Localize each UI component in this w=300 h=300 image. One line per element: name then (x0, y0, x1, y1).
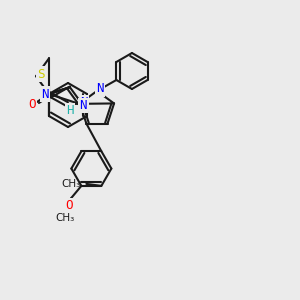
Text: N: N (96, 82, 104, 95)
Text: O: O (66, 200, 73, 212)
Text: H: H (66, 104, 74, 118)
Text: N: N (79, 99, 87, 112)
Text: CH₃: CH₃ (56, 213, 75, 223)
Text: N: N (41, 88, 49, 100)
Text: CH₃: CH₃ (61, 179, 80, 189)
Text: S: S (37, 68, 45, 81)
Text: N: N (80, 97, 88, 110)
Text: O: O (28, 98, 36, 112)
